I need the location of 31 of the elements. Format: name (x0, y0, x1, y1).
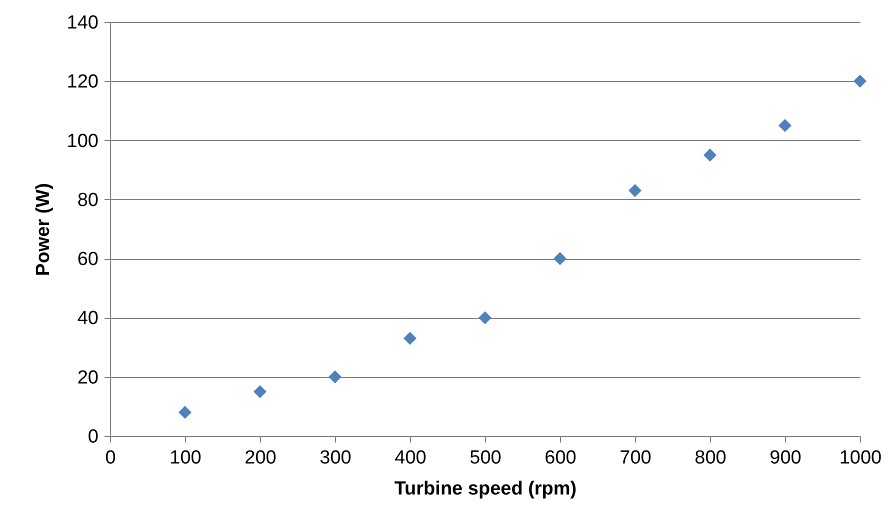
point (553, 252, 567, 266)
x-tick-label: 900 (770, 448, 802, 468)
point (628, 184, 642, 198)
y-tick-label: 20 (77, 367, 98, 388)
y-axis-title: Power (W) (32, 183, 54, 276)
x-tick-label: 500 (470, 448, 502, 468)
y-tick-label: 0 (88, 426, 98, 448)
x-tick-label: 700 (620, 448, 652, 468)
point (778, 118, 792, 132)
x-tick-label: 300 (320, 448, 352, 468)
point (253, 385, 267, 398)
point (853, 74, 867, 88)
point (703, 148, 717, 162)
x-tick-label: 1000 (839, 448, 882, 468)
x-tick-label: 200 (244, 448, 276, 468)
y-tick-label: 80 (77, 190, 98, 211)
x-tick-label: 0 (105, 448, 116, 468)
point (403, 332, 417, 345)
x-tick-label: 400 (394, 448, 426, 468)
y-tick-label: 100 (66, 130, 98, 152)
point (328, 370, 342, 384)
y-tick-label: 40 (77, 308, 98, 330)
x-tick-label: 800 (694, 448, 726, 468)
point (478, 311, 492, 324)
y-tick-label: 120 (66, 72, 98, 93)
point (178, 406, 192, 419)
y-tick-label: 60 (77, 249, 98, 270)
x-tick-label: 100 (170, 448, 202, 468)
x-axis-title: Turbine speed (rpm) (394, 478, 577, 500)
y-tick-label: 140 (66, 12, 98, 34)
x-tick-label: 600 (544, 448, 576, 468)
